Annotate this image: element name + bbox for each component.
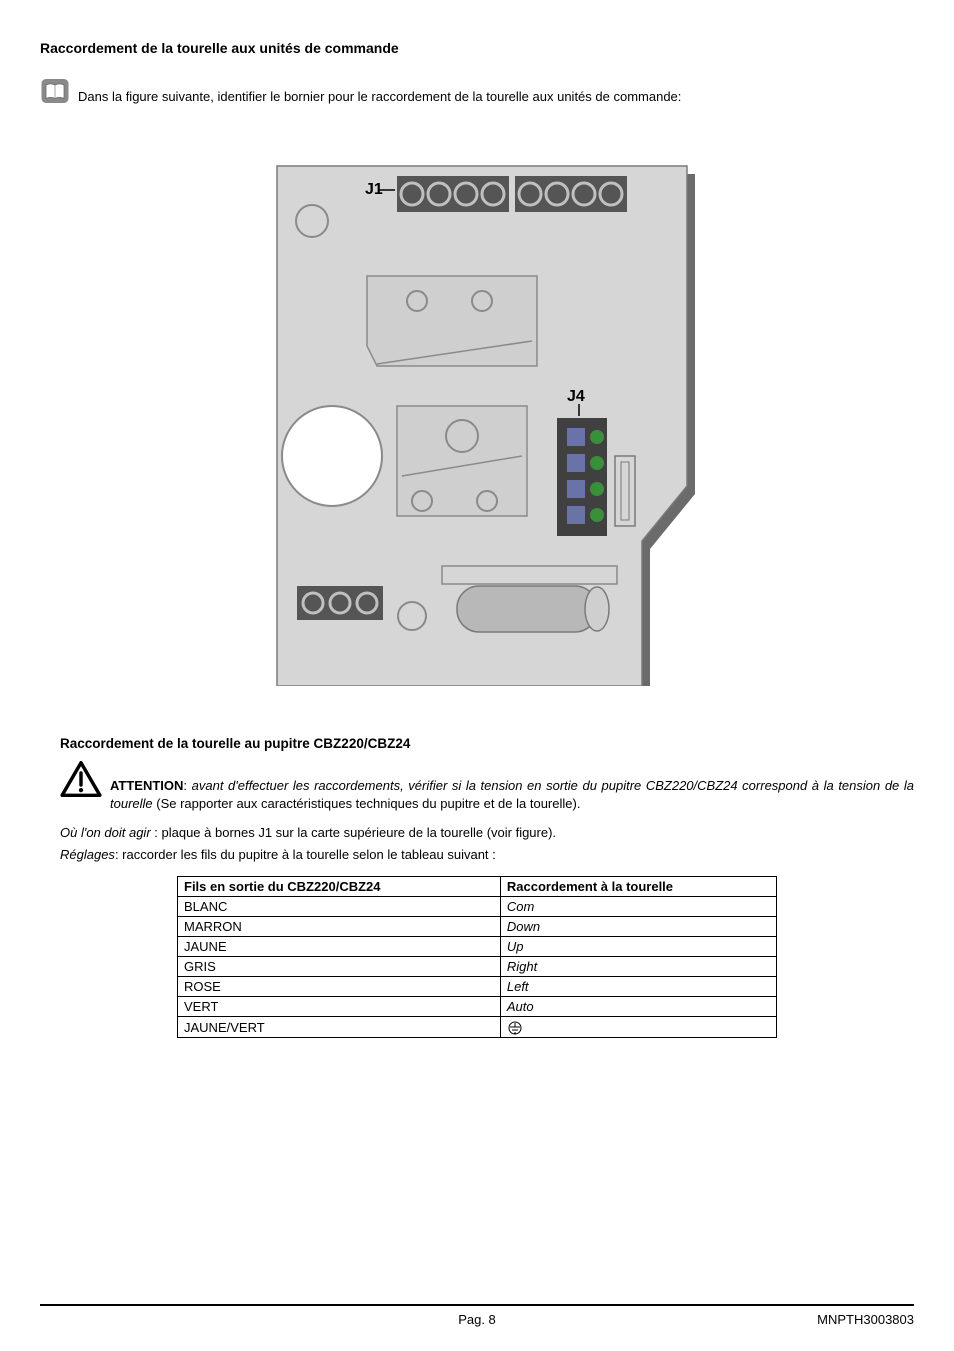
table-header-row: Fils en sortie du CBZ220/CBZ24 Raccordem…	[178, 877, 777, 897]
page-number: Pag. 8	[458, 1312, 496, 1327]
warning-label: ATTENTION	[110, 778, 183, 793]
wiring-table: Fils en sortie du CBZ220/CBZ24 Raccordem…	[177, 876, 777, 1038]
table-row: MARRONDown	[178, 917, 777, 937]
cell-conn: Com	[500, 897, 776, 917]
upper-panel	[367, 276, 537, 366]
cell-conn: Up	[500, 937, 776, 957]
warning-tail: (Se rapporter aux caractéristiques techn…	[153, 796, 581, 811]
terminal-j1-left	[397, 176, 509, 212]
reglages-text: : raccorder les fils du pupitre à la tou…	[115, 847, 496, 862]
doc-code: MNPTH3003803	[817, 1312, 914, 1327]
warning-icon	[60, 761, 102, 797]
cell-conn: Auto	[500, 997, 776, 1017]
lower-panel	[397, 406, 527, 516]
agir-label: Où l'on doit agir	[60, 825, 151, 840]
intro-row: Dans la figure suivante, identifier le b…	[40, 76, 914, 106]
intro-text: Dans la figure suivante, identifier le b…	[78, 89, 681, 106]
reglages-line: Réglages: raccorder les fils du pupitre …	[40, 846, 914, 864]
cell-conn: Left	[500, 977, 776, 997]
terminal-j1-right	[515, 176, 627, 212]
cell-conn: Right	[500, 957, 776, 977]
cell-wire: ROSE	[178, 977, 501, 997]
wiring-table-wrap: Fils en sortie du CBZ220/CBZ24 Raccordem…	[40, 876, 914, 1038]
cell-wire: GRIS	[178, 957, 501, 977]
table-row: ROSELeft	[178, 977, 777, 997]
warning-text: ATTENTION: avant d'effectuer les raccord…	[110, 777, 914, 812]
cell-wire: JAUNE	[178, 937, 501, 957]
pcb-diagram: J1	[247, 146, 707, 686]
reglages-label: Réglages	[60, 847, 115, 862]
capacitor	[457, 586, 609, 632]
agir-line: Où l'on doit agir : plaque à bornes J1 s…	[40, 824, 914, 842]
agir-text: : plaque à bornes J1 sur la carte supéri…	[151, 825, 556, 840]
cell-wire: VERT	[178, 997, 501, 1017]
table-row: BLANCCom	[178, 897, 777, 917]
cell-wire: JAUNE/VERT	[178, 1017, 501, 1038]
cell-conn: Down	[500, 917, 776, 937]
pcb-diagram-container: J1	[40, 146, 914, 686]
connector-j4	[557, 418, 607, 536]
cell-wire: MARRON	[178, 917, 501, 937]
col-header-conn: Raccordement à la tourelle	[500, 877, 776, 897]
label-j4: J4	[567, 388, 585, 405]
col-header-wire: Fils en sortie du CBZ220/CBZ24	[178, 877, 501, 897]
terminal-bottom-left	[297, 586, 383, 620]
section-heading: Raccordement de la tourelle aux unités d…	[40, 40, 914, 56]
subsection-heading: Raccordement de la tourelle au pupitre C…	[40, 736, 914, 751]
table-row: JAUNE/VERT	[178, 1017, 777, 1038]
table-row: JAUNEUp	[178, 937, 777, 957]
table-row: VERTAuto	[178, 997, 777, 1017]
page-footer: Pag. 8 MNPTH3003803	[40, 1304, 914, 1327]
cell-conn	[500, 1017, 776, 1038]
warning-block: ATTENTION: avant d'effectuer les raccord…	[40, 761, 914, 812]
table-row: GRISRight	[178, 957, 777, 977]
cell-wire: BLANC	[178, 897, 501, 917]
book-icon	[40, 76, 70, 106]
